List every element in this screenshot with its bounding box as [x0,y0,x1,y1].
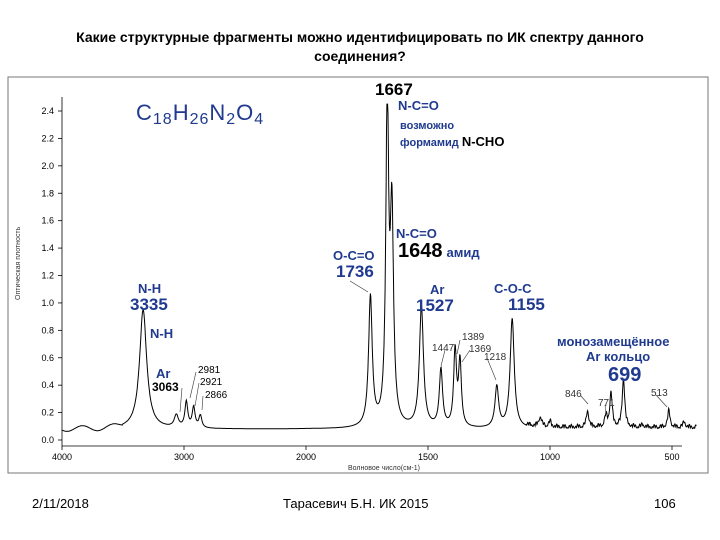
peak-1218-label: 1218 [484,352,507,363]
x-tick-label: 2000 [296,452,316,462]
leader-513 [655,394,668,408]
chart-axes [61,97,682,447]
peak-1155-label: 1155 [508,295,545,314]
leader-2981 [189,371,197,399]
chart-ticks: 0.0 0.2 0.4 0.6 0.8 1.0 1.2 1.4 1.6 1.8 2.0 2.2 2.4 4… [41,106,679,462]
y-tick-label: 0.0 [41,435,54,445]
x-tick-label: 3000 [174,452,194,462]
peak-771-label: 771 [598,398,615,409]
ncho-label: N-CHO [461,134,505,149]
formamide-label: формамид N-CHO [400,134,505,149]
nco-mid-label: N-C=O [396,226,437,241]
slide-date: 2/11/2018 [32,496,89,511]
coc-label: C-O-C [494,281,532,296]
slide-title: Какие структурные фрагменты можно иденти… [0,28,720,66]
leader-1736 [349,280,369,293]
y-tick-label: 0.6 [41,353,54,363]
leader-846 [580,395,589,405]
slide-page-number: 106 [654,496,676,511]
nh-label-1: N-H [138,281,162,296]
chart-frame [7,76,709,474]
y-tick-label: 0.4 [41,380,54,390]
peak-846-label: 846 [565,389,582,400]
leader-2921 [194,382,200,407]
title-line-2: соединения? [314,48,406,64]
leader-771 [604,404,607,415]
peak-1527-label: 1527 [416,296,454,315]
y-tick-label: 0.2 [41,408,54,418]
peak-2866-label: 2866 [205,390,228,401]
amide-label: амид [446,245,480,260]
peak-3063-label: 3063 [152,380,179,394]
peak-2981-label: 2981 [198,365,221,376]
peak-3335-label: 3335 [130,295,168,314]
x-axis-label: Волновое число(см-1) [348,465,420,472]
spectrum-line [61,103,697,432]
y-tick-label: 2.0 [41,161,54,171]
peak-2921-label: 2921 [200,377,223,388]
leader-1389 [456,339,461,355]
leader-1369 [461,349,471,363]
title-line-1: Какие структурные фрагменты можно иденти… [76,29,644,45]
x-tick-label: 1000 [540,452,560,462]
y-tick-label: 1.0 [41,298,54,308]
leader-1218 [486,357,497,381]
mono-label-1: монозамещённое [557,334,670,349]
peak-1447-label: 1447 [432,343,455,354]
formula-label: C18H26N2O4 [136,100,265,128]
nco-top-label: N-C=O [398,98,439,113]
slide-author: Тарасевич Б.Н. ИК 2015 [283,496,429,511]
y-tick-label: 0.8 [41,325,54,335]
y-tick-label: 1.4 [41,243,54,253]
y-tick-label: 2.2 [41,133,54,143]
x-tick-label: 500 [664,452,679,462]
x-tick-label: 1500 [418,452,438,462]
nh-label-2: N-H [150,326,174,341]
ar-label-1: Ar [156,366,171,381]
ar-label-2: Ar [430,282,445,297]
leader-1447 [440,349,446,367]
oco-label: O-C=O [333,248,375,263]
mono-label-2: Ar кольцо [586,349,651,364]
annotation-leaders [179,280,668,415]
y-tick-label: 1.2 [41,271,54,281]
peak-699-label: 699 [608,364,642,386]
y-axis-label: Оптическая плотность [15,226,22,300]
peak-1369-label: 1369 [469,344,492,355]
peak-1667-label: 1667 [375,80,413,99]
y-tick-label: 1.8 [41,188,54,198]
peak-1648-label: 1648 амид [398,240,480,262]
peak-1389-label: 1389 [462,332,485,343]
leader-2866 [201,395,204,411]
y-tick-label: 2.4 [41,106,54,116]
x-tick-label: 4000 [52,452,72,462]
possibly-label: возможно [400,120,455,132]
leader-3063 [179,387,183,413]
y-tick-label: 1.6 [41,216,54,226]
peak-513-label: 513 [651,388,668,399]
peak-1736-label: 1736 [336,262,374,281]
